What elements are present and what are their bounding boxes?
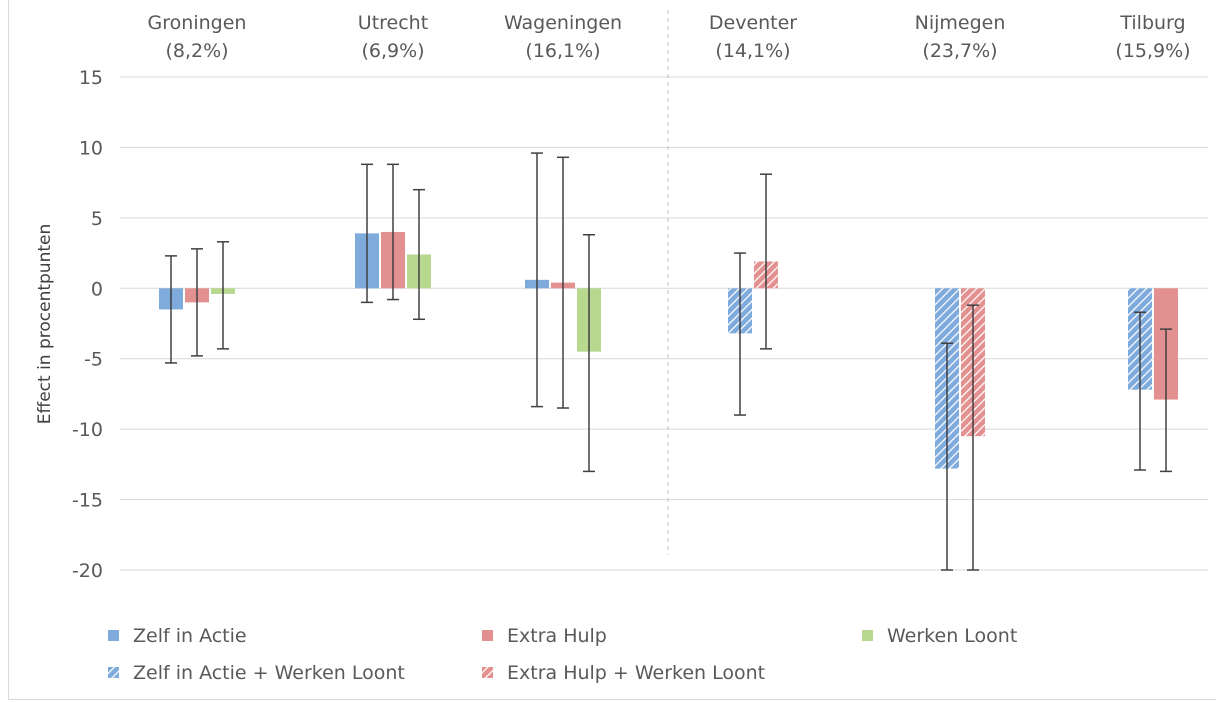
category-sublabel: (15,9%) xyxy=(1115,40,1190,62)
category-sublabel: (14,1%) xyxy=(715,40,790,62)
legend: Zelf in Actie Extra Hulp Werken Loont Zelf … xyxy=(108,625,1017,684)
y-tick-label: -5 xyxy=(84,349,103,371)
legend-label-extra-hulp-werken-loont: Extra Hulp + Werken Loont xyxy=(507,662,765,684)
y-tick-label: 0 xyxy=(91,278,103,300)
category-sublabel: (16,1%) xyxy=(525,40,600,62)
y-tick-label: 10 xyxy=(79,137,103,159)
error-bars xyxy=(165,152,1172,571)
category-label-nijmegen: Nijmegen xyxy=(915,12,1006,34)
y-axis-title: Effect in procentpunten xyxy=(35,224,55,425)
y-tick-label: 5 xyxy=(91,208,103,230)
y-tick-label: -10 xyxy=(72,419,103,441)
category-label-groningen: Groningen xyxy=(148,12,247,34)
legend-swatch-extra-hulp xyxy=(482,630,493,641)
legend-swatch-extra-hulp-werken-loont xyxy=(482,667,493,678)
y-tick-label: -20 xyxy=(72,560,103,582)
legend-label-extra-hulp: Extra Hulp xyxy=(507,625,607,647)
category-labels: Groningen (8,2%) Utrecht (6,9%) Wageningen (1… xyxy=(148,12,1191,62)
gridlines xyxy=(120,76,1208,571)
category-label-deventer: Deventer xyxy=(709,12,797,34)
legend-swatch-zelf-in-actie-werken-loont xyxy=(108,667,119,678)
y-tick-label: -15 xyxy=(72,490,103,512)
chart-frame xyxy=(8,0,1216,700)
y-tick-label: 15 xyxy=(79,67,103,89)
legend-label-zelf-in-actie-werken-loont: Zelf in Actie + Werken Loont xyxy=(133,662,405,684)
category-sublabel: (23,7%) xyxy=(922,40,997,62)
category-label-wageningen: Wageningen xyxy=(504,12,622,34)
category-sublabel: (6,9%) xyxy=(361,40,424,62)
legend-swatch-zelf-in-actie xyxy=(108,630,119,641)
category-label-utrecht: Utrecht xyxy=(358,12,428,34)
legend-label-werken-loont: Werken Loont xyxy=(887,625,1017,647)
category-sublabel: (8,2%) xyxy=(165,40,228,62)
legend-swatch-werken-loont xyxy=(862,630,873,641)
legend-label-zelf-in-actie: Zelf in Actie xyxy=(133,625,247,647)
category-label-tilburg: Tilburg xyxy=(1119,12,1185,34)
y-tick-labels: 15 10 5 0 -5 -10 -15 -20 xyxy=(72,67,103,582)
